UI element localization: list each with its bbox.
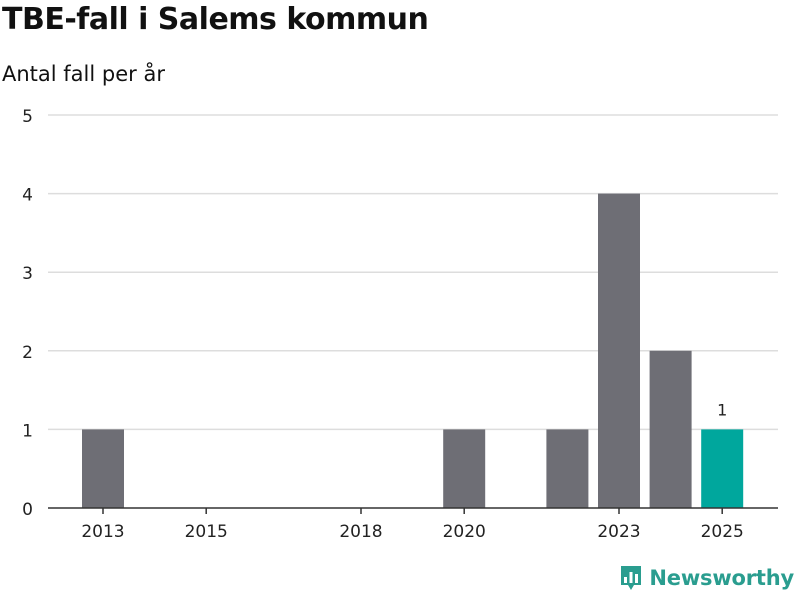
x-tick-label: 2015	[185, 522, 228, 542]
x-tick-label: 2020	[443, 522, 486, 542]
bar-2013	[82, 429, 124, 508]
brand-logo: Newsworthy	[619, 564, 794, 592]
x-tick-label: 2023	[597, 522, 640, 542]
data-label-2025: 1	[717, 400, 727, 419]
y-tick-label: 5	[22, 107, 33, 127]
y-tick-label: 4	[22, 186, 33, 206]
y-tick-label: 2	[22, 343, 33, 363]
x-tick-label: 2025	[701, 522, 744, 542]
bar-2025	[701, 429, 744, 508]
y-tick-label: 1	[22, 421, 33, 441]
bar-chart-logo-icon	[621, 566, 642, 590]
bar-2020	[443, 429, 486, 508]
x-tick-label: 2013	[81, 522, 124, 542]
chart-title: TBE-fall i Salems kommun	[2, 2, 429, 37]
x-tick-label: 2018	[339, 522, 382, 542]
brand-name: Newsworthy	[649, 566, 794, 590]
chart-subtitle: Antal fall per år	[2, 62, 165, 86]
bar-2023	[598, 193, 640, 508]
y-tick-label: 3	[22, 264, 33, 284]
bar-2022	[546, 429, 589, 508]
y-tick-label: 0	[22, 500, 33, 520]
bar-2024	[649, 350, 692, 508]
